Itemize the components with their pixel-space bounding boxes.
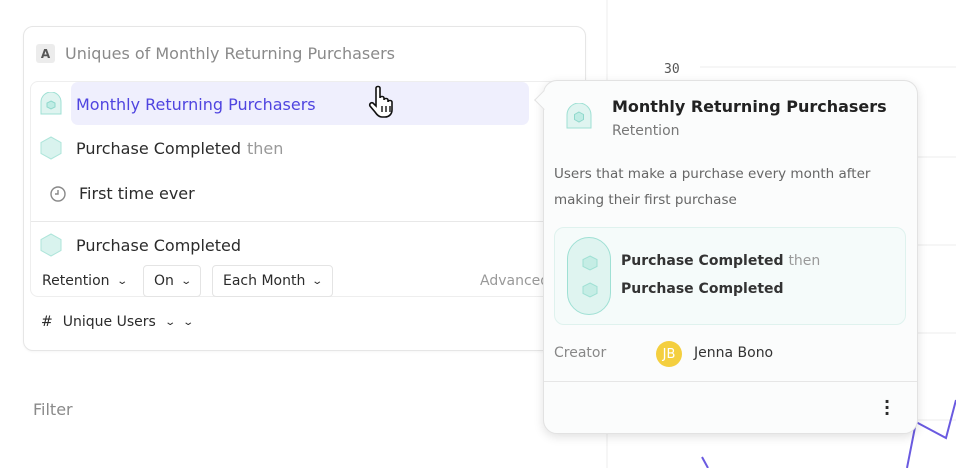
more-options-icon[interactable]: · · · xyxy=(883,392,891,423)
metric-letter-badge: A xyxy=(36,44,55,63)
metric-title[interactable]: Uniques of Monthly Returning Purchasers xyxy=(65,44,396,63)
step-row[interactable]: Purchase Completed xyxy=(39,233,241,257)
chevron-down-icon: ⌄ xyxy=(115,275,128,287)
popover-step-suffix: then xyxy=(788,253,821,269)
series-line xyxy=(906,399,956,468)
step-suffix: then xyxy=(247,138,284,158)
on-label: On xyxy=(154,273,174,289)
selected-metric-highlight[interactable] xyxy=(71,82,529,125)
step-label: Purchase Completed xyxy=(76,138,242,158)
y-tick-label: 30 xyxy=(664,62,680,77)
popover-subtitle: Retention xyxy=(612,123,680,139)
chevron-down-icon: ⌄ xyxy=(180,275,192,287)
step-label: First time ever xyxy=(79,184,195,203)
popover-step: Purchase Completed then xyxy=(621,253,820,269)
clock-icon xyxy=(50,185,66,202)
avatar: JB xyxy=(656,341,682,367)
popover-title: Monthly Returning Purchasers xyxy=(612,97,887,116)
popover-description: Users that make a purchase every month a… xyxy=(554,166,871,208)
chevron-down-icon[interactable]: ⌄ xyxy=(182,316,195,328)
metric-tooltip-popover: Monthly Returning Purchasers Retention U… xyxy=(534,80,918,434)
metric-definition: Monthly Returning Purchasers Purchase Co… xyxy=(30,81,586,297)
hash-icon: # xyxy=(41,314,53,330)
on-dropdown[interactable]: On ⌄ xyxy=(143,265,202,297)
event-hexagon-icon xyxy=(40,136,62,160)
popover-step-label: Purchase Completed xyxy=(621,281,784,297)
step-label: Purchase Completed xyxy=(76,235,242,255)
retention-dropdown[interactable]: Retention ⌄ xyxy=(31,265,137,297)
selected-metric[interactable]: Monthly Returning Purchasers xyxy=(39,92,316,116)
retention-label: Retention xyxy=(42,273,110,289)
creator-name: Jenna Bono xyxy=(694,345,774,361)
hand-pointer-cursor-icon xyxy=(368,85,393,118)
retention-metric-icon xyxy=(566,103,592,129)
event-hexagon-icon xyxy=(40,233,62,257)
measure-dropdown[interactable]: # Unique Users ⌄ ⌄ xyxy=(41,314,195,330)
creator-label: Creator xyxy=(554,345,607,361)
selected-metric-label: Monthly Returning Purchasers xyxy=(76,94,316,114)
step-row[interactable]: Purchase Completed then xyxy=(39,136,283,160)
series-line xyxy=(701,456,709,468)
popover-step-label: Purchase Completed xyxy=(621,253,784,269)
chevron-down-icon: ⌄ xyxy=(164,316,176,328)
popover-steps: Purchase Completed then Purchase Complet… xyxy=(554,227,906,325)
event-hexagon-icon xyxy=(582,282,598,298)
event-hexagon-icon xyxy=(582,255,598,271)
advanced-button[interactable]: Advanced xyxy=(480,273,550,289)
chevron-down-icon: ⌄ xyxy=(311,275,324,287)
measure-label: Unique Users xyxy=(62,314,156,330)
filter-label[interactable]: Filter xyxy=(33,400,73,419)
retention-metric-icon xyxy=(40,92,62,115)
metric-card: A Uniques of Monthly Returning Purchaser… xyxy=(23,26,586,351)
step-row[interactable]: First time ever xyxy=(49,184,195,203)
each-month-label: Each Month xyxy=(223,273,306,289)
each-month-dropdown[interactable]: Each Month ⌄ xyxy=(212,265,333,297)
